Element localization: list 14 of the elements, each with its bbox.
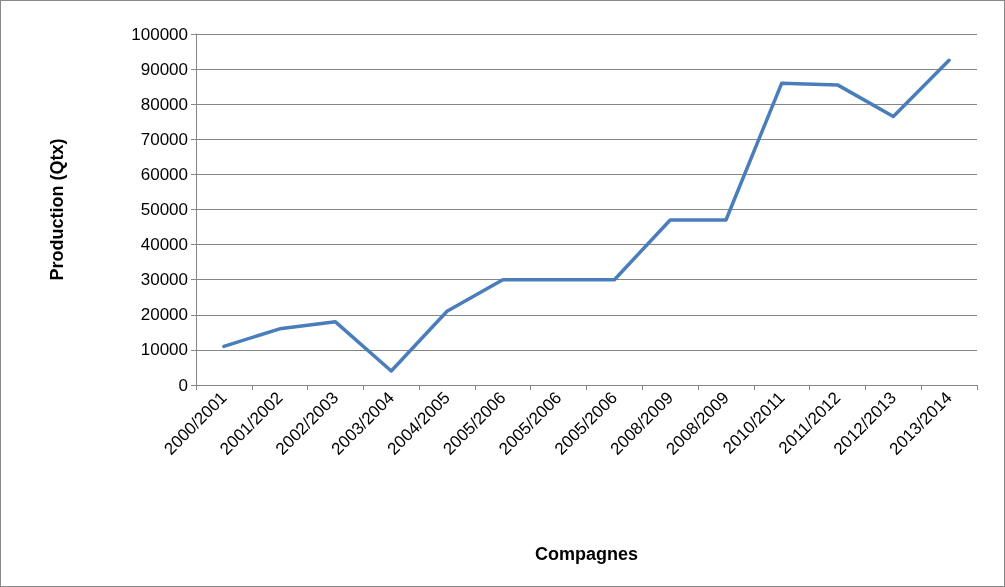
- y-tick-label: 80000: [140, 94, 188, 114]
- y-tick-label: 60000: [140, 164, 188, 184]
- y-tick-label: 50000: [140, 200, 188, 219]
- line-series: [222, 58, 951, 373]
- x-axis-title: Compagnes: [534, 544, 639, 564]
- y-tick-label: 90000: [140, 59, 188, 79]
- y-tick-label: 20000: [140, 305, 188, 325]
- y-axis-title: Production (Qtx): [47, 138, 67, 281]
- y-tick-label: 70000: [140, 129, 188, 149]
- y-tick-label: 40000: [140, 235, 188, 255]
- y-tick-label: 0: [178, 375, 188, 395]
- y-tick-label: 10000: [140, 340, 188, 360]
- y-tick-label: 100000: [131, 24, 188, 44]
- y-tick-label: 30000: [140, 270, 188, 290]
